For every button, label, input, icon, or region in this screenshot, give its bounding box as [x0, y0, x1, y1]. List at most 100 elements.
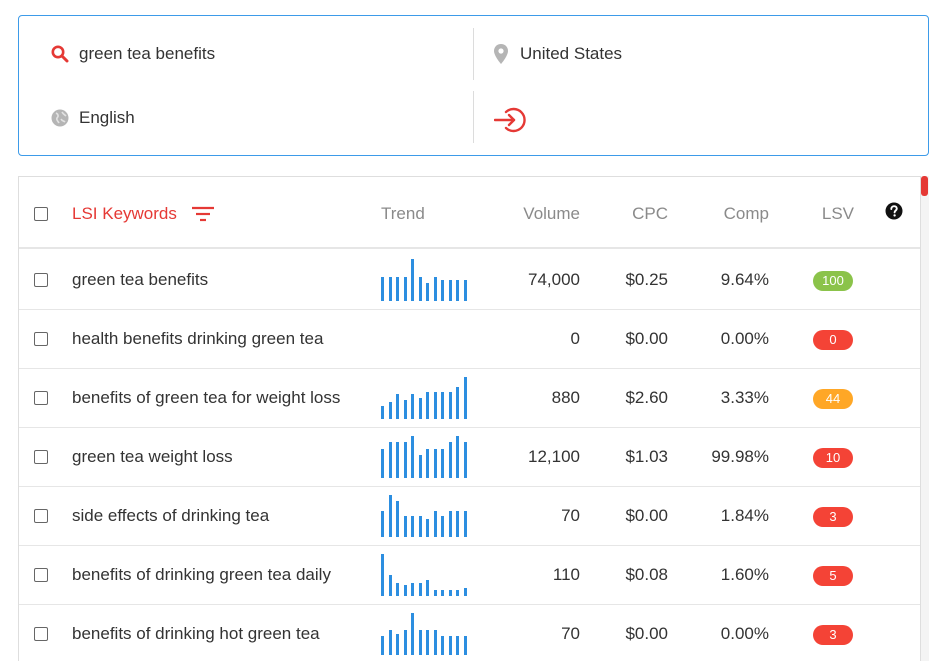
trend-bar: [433, 630, 437, 655]
trend-bar: [441, 449, 444, 478]
trend-bar: [388, 495, 392, 537]
trend-bar: [396, 394, 399, 419]
trend-bar: [396, 277, 399, 301]
trend-bar: [396, 442, 399, 478]
language-field[interactable]: English: [49, 103, 135, 133]
volume-cell: 70: [561, 506, 580, 525]
location-field[interactable]: United States: [490, 39, 622, 69]
keyword-cell[interactable]: benefits of green tea for weight loss: [72, 388, 341, 407]
row-checkbox[interactable]: [34, 273, 48, 287]
trend-bar: [463, 511, 467, 537]
keyword-input[interactable]: [79, 44, 419, 64]
filter-icon[interactable]: [191, 205, 215, 223]
comp-cell: 1.60%: [720, 565, 769, 584]
row-checkbox[interactable]: [34, 568, 48, 582]
cpc-cell: $0.00: [625, 624, 668, 643]
trend-bar: [411, 583, 414, 596]
cpc-cell: $0.00: [625, 506, 668, 525]
trend-bar: [426, 392, 429, 419]
table-row: side effects of drinking tea 70 $0.00 1.84%…: [19, 487, 920, 546]
cpc-cell: $0.25: [625, 270, 668, 289]
trend-bar: [418, 398, 422, 419]
row-checkbox[interactable]: [34, 332, 48, 346]
table-header: LSI Keywords Trend Volume CPC Comp LSV: [19, 177, 920, 249]
trend-bar: [418, 277, 422, 301]
trend-chart: [381, 377, 469, 419]
header-trend[interactable]: Trend: [381, 204, 425, 223]
lsv-badge: 100: [813, 271, 853, 291]
keyword-cell[interactable]: side effects of drinking tea: [72, 506, 270, 525]
language-value[interactable]: English: [79, 108, 135, 127]
trend-bar: [418, 583, 422, 596]
trend-bar: [448, 280, 452, 301]
row-checkbox[interactable]: [34, 391, 48, 405]
cpc-cell: $0.08: [625, 565, 668, 584]
trend-bar: [433, 449, 437, 478]
header-keywords[interactable]: LSI Keywords: [72, 204, 177, 223]
cpc-cell: $0.00: [625, 329, 668, 348]
header-cpc[interactable]: CPC: [632, 204, 668, 223]
trend-chart: [381, 318, 469, 360]
trend-bar: [418, 455, 422, 478]
header-comp[interactable]: Comp: [723, 204, 769, 223]
header-volume[interactable]: Volume: [523, 204, 580, 223]
trend-bar: [433, 277, 437, 301]
comp-cell: 9.64%: [720, 270, 769, 289]
table-row: benefits of green tea for weight loss 880…: [19, 369, 920, 428]
trend-bar: [441, 280, 444, 301]
trend-bar: [463, 377, 467, 419]
search-submit-button[interactable]: [492, 104, 528, 136]
trend-bar: [448, 511, 452, 537]
help-icon[interactable]: [885, 202, 903, 220]
keyword-field[interactable]: [49, 39, 419, 69]
comp-cell: 3.33%: [720, 388, 769, 407]
comp-cell: 1.84%: [720, 506, 769, 525]
trend-bar: [411, 436, 414, 478]
map-pin-icon: [490, 43, 512, 65]
location-value[interactable]: United States: [520, 44, 623, 63]
row-checkbox[interactable]: [34, 509, 48, 523]
scrollbar-thumb[interactable]: [921, 176, 928, 196]
trend-bar: [388, 630, 392, 655]
header-lsv[interactable]: LSV: [821, 204, 854, 223]
trend-bar: [463, 588, 467, 596]
lsv-badge: 0: [813, 330, 853, 350]
globe-icon: [49, 107, 71, 129]
trend-chart: [381, 436, 469, 478]
keyword-cell[interactable]: green tea benefits: [72, 270, 209, 289]
trend-bar: [456, 280, 459, 301]
keyword-cell[interactable]: benefits of drinking green tea daily: [72, 565, 331, 584]
row-checkbox[interactable]: [34, 450, 48, 464]
keyword-cell[interactable]: health benefits drinking green tea: [72, 329, 324, 348]
volume-cell: 74,000: [528, 270, 580, 289]
row-checkbox[interactable]: [34, 627, 48, 641]
lsv-badge: 44: [813, 389, 853, 409]
lsv-badge: 5: [813, 566, 853, 586]
comp-cell: 0.00%: [720, 624, 769, 643]
trend-bar: [418, 630, 422, 655]
trend-bar: [463, 636, 467, 655]
trend-bar: [403, 442, 407, 478]
trend-bar: [433, 590, 437, 596]
keyword-cell[interactable]: benefits of drinking hot green tea: [72, 624, 320, 643]
lsv-badge: 10: [813, 448, 853, 468]
volume-cell: 880: [551, 388, 580, 407]
trend-bar: [448, 590, 452, 596]
keyword-results-table: LSI Keywords Trend Volume CPC Comp LSV g…: [18, 176, 921, 661]
table-row: green tea benefits 74,000 $0.25 9.64% 100: [19, 251, 920, 310]
keyword-cell[interactable]: green tea weight loss: [72, 447, 233, 466]
scrollbar-track[interactable]: [921, 176, 929, 661]
lsv-badge: 3: [813, 625, 853, 645]
trend-bar: [381, 406, 384, 419]
trend-chart: [381, 554, 469, 596]
trend-bar: [411, 613, 414, 655]
trend-bar: [448, 442, 452, 478]
cpc-cell: $2.60: [625, 388, 668, 407]
trend-bar: [388, 277, 392, 301]
trend-bar: [426, 580, 429, 596]
trend-bar: [463, 280, 467, 301]
comp-cell: 0.00%: [720, 329, 769, 348]
select-all-checkbox[interactable]: [34, 207, 48, 221]
trend-bar: [426, 519, 429, 537]
trend-bar: [396, 583, 399, 596]
